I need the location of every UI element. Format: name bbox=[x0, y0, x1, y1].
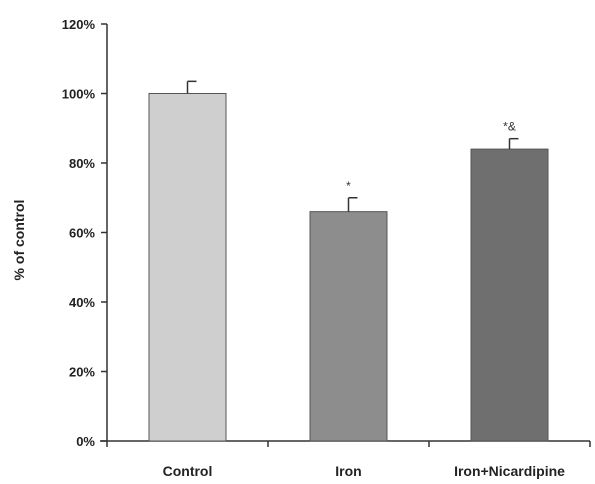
y-tick-label: 120% bbox=[62, 17, 96, 32]
significance-mark: *& bbox=[503, 120, 516, 134]
bar-iron bbox=[309, 211, 388, 442]
significance-mark: * bbox=[346, 179, 351, 193]
y-tick-label: 20% bbox=[69, 365, 95, 380]
x-category-label: Iron+Nicardipine bbox=[454, 463, 565, 479]
x-category-label: Iron bbox=[335, 463, 361, 479]
bar-control bbox=[148, 93, 227, 442]
y-axis-title: % of control bbox=[11, 200, 27, 281]
plot-area: 0% 20% 40% 60% 80% 100% 120% Control * Iron *& Iron… bbox=[62, 17, 591, 479]
y-tick-label: 40% bbox=[69, 295, 95, 310]
bar-iron-nicardipine bbox=[470, 148, 549, 442]
y-tick-label: 0% bbox=[76, 434, 95, 449]
x-category-label: Control bbox=[163, 463, 213, 479]
y-tick-label: 100% bbox=[62, 87, 96, 102]
y-tick-label: 60% bbox=[69, 226, 95, 241]
y-tick-label: 80% bbox=[69, 156, 95, 171]
